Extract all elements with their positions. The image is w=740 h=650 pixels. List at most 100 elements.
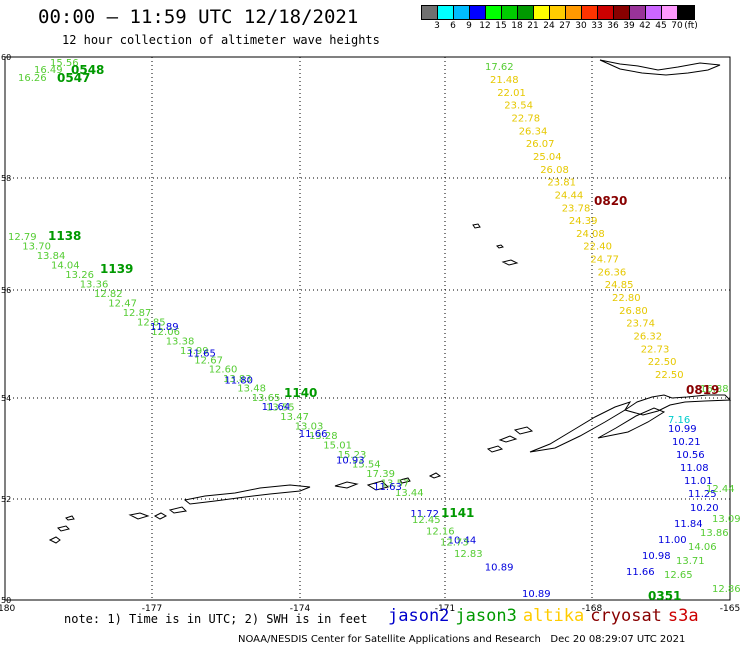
swh-value: 22.50	[655, 370, 684, 381]
swh-value: 15.23	[338, 450, 367, 461]
swh-value: 10.56	[676, 450, 705, 461]
swh-value: 11.80	[224, 375, 253, 386]
swh-value: 12.67	[194, 355, 223, 366]
swh-value: 12.86	[712, 584, 740, 595]
lon-label: -180	[0, 604, 15, 614]
swh-value: 26.80	[619, 306, 648, 317]
legend-swatch	[566, 6, 582, 19]
swh-value: 12.60	[209, 365, 238, 376]
map-grid: 60 58 56 54 52 50-180 -177 -174 -171 -168 -165	[0, 53, 740, 614]
swh-value: 26.32	[634, 332, 663, 343]
legend-tick: 3	[434, 21, 440, 31]
swh-value: 22.40	[583, 242, 612, 253]
pass-time-label: 1139	[100, 262, 133, 276]
swh-value: 24.77	[590, 255, 619, 266]
swh-value: 10.89	[522, 589, 551, 600]
swh-value: 12.47	[108, 298, 137, 309]
pass-time-label: 1138	[48, 229, 81, 243]
page-subtitle: 12 hour collection of altimeter wave hei…	[62, 33, 380, 47]
swh-value: 13.99	[180, 346, 209, 357]
legend-swatch	[598, 6, 614, 19]
lat-label: 58	[1, 174, 11, 183]
satellite-legend-s3a: s3a	[667, 606, 699, 626]
satellite-legend-jason2: jason2	[388, 606, 450, 626]
legend-tick: 70	[671, 21, 683, 31]
lon-label: -168	[582, 604, 603, 614]
coastline	[48, 59, 732, 544]
legend-tick: 12	[479, 21, 491, 31]
swh-value: 11.72	[410, 509, 439, 520]
map-frame	[4, 56, 731, 601]
swh-value: 15.56	[50, 58, 79, 69]
swh-value: 11.25	[688, 489, 717, 500]
legend-tick: 39	[623, 21, 635, 31]
swh-value: 10.20	[690, 503, 719, 514]
swh-value: 13.57	[381, 479, 410, 490]
swh-value: 11.84	[674, 519, 703, 530]
swh-value: 10.93	[336, 456, 365, 467]
swh-value: 11.66	[299, 429, 328, 440]
swh-value: 16.26	[18, 73, 47, 84]
pass-time-label: 0819	[686, 383, 719, 397]
swh-value: 10.98	[642, 551, 671, 562]
satellite-legend-jason3: jason3	[455, 606, 517, 626]
legend-swatch	[614, 6, 630, 19]
legend-tick: 33	[591, 21, 603, 31]
swh-value: 22.50	[648, 357, 677, 368]
swh-value: 16.49	[34, 65, 63, 76]
swh-value: 7.16	[668, 415, 690, 426]
lat-label: 50	[1, 596, 11, 605]
page-title: 00:00 – 11:59 UTC 12/18/2021	[38, 6, 359, 28]
swh-value: 15.01	[323, 441, 352, 452]
swh-value: 12.06	[151, 327, 180, 338]
swh-value: 14.04	[51, 260, 80, 271]
legend-swatch	[454, 6, 470, 19]
legend-swatch	[534, 6, 550, 19]
legend-swatch	[646, 6, 662, 19]
swh-value: 26.34	[519, 126, 548, 137]
swh-value: 10.21	[672, 437, 701, 448]
swh-value: 12.16	[426, 526, 455, 537]
swh-value: 11.00	[658, 535, 687, 546]
swh-value: 13.26	[65, 270, 94, 281]
swh-value: 11.08	[680, 463, 709, 474]
legend-tick: 21	[527, 21, 539, 31]
swh-value: 25.04	[533, 152, 562, 163]
swh-value: 12.79	[8, 232, 37, 243]
swh-value: 26.08	[540, 165, 569, 176]
swh-value: 11.65	[187, 349, 216, 360]
swh-value: 13.36	[80, 279, 109, 290]
swh-value: 11.64	[262, 402, 291, 413]
legend-swatch	[630, 6, 646, 19]
swh-value: 26.07	[526, 139, 555, 150]
swh-value: 12.82	[94, 289, 123, 300]
swh-value: 22.80	[612, 293, 641, 304]
swh-value: 22.01	[497, 88, 526, 99]
swh-value: 13.84	[37, 251, 66, 262]
pass-time-label: 0820	[594, 194, 627, 208]
swh-value: 24.85	[605, 280, 634, 291]
lon-label: -171	[435, 604, 455, 614]
lat-label: 54	[1, 394, 11, 403]
swh-value: 10.44	[448, 536, 477, 547]
swh-value: 13.03	[295, 422, 324, 433]
swh-value: 12.65	[664, 570, 693, 581]
legend-swatch	[486, 6, 502, 19]
swh-value: 11.89	[150, 322, 179, 333]
swh-value: 15.54	[352, 460, 381, 471]
swh-value: 13.28	[309, 431, 338, 442]
color-legend	[421, 5, 695, 20]
swh-value: 11.01	[684, 476, 713, 487]
legend-swatch	[470, 6, 486, 19]
legend-tick: 15	[495, 21, 507, 31]
lon-label: -177	[142, 604, 162, 614]
satellite-legend-cryosat: cryosat	[590, 606, 662, 626]
swh-value: 24.08	[576, 229, 605, 240]
swh-value: 23.78	[562, 203, 591, 214]
swh-value: 10.99	[668, 424, 697, 435]
legend-tick: 42	[639, 21, 651, 31]
legend-swatch	[678, 6, 694, 19]
swh-value: 12.85	[137, 317, 166, 328]
legend-swatch	[550, 6, 566, 19]
